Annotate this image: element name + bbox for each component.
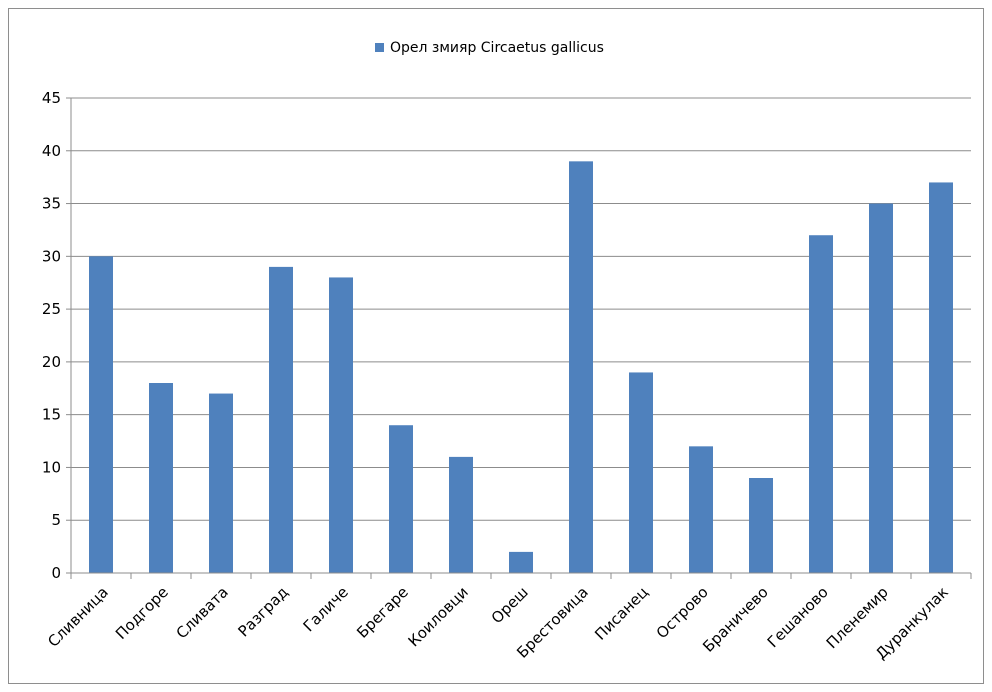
gridlines xyxy=(66,97,971,574)
bar xyxy=(329,277,353,573)
x-category-label: Гешаново xyxy=(764,583,832,651)
bar xyxy=(509,551,533,573)
bar xyxy=(209,393,233,573)
x-category-label: Разград xyxy=(234,583,291,640)
y-tick-label: 15 xyxy=(42,406,61,424)
bar xyxy=(569,161,593,574)
y-tick-label: 45 xyxy=(42,89,61,107)
legend-label: Орел змияр Circaetus gallicus xyxy=(390,40,604,56)
legend: Орел змияр Circaetus gallicus xyxy=(375,40,604,56)
x-category-label: Писанец xyxy=(591,583,652,644)
bar xyxy=(89,256,113,573)
y-tick-label: 40 xyxy=(42,142,61,160)
x-category-label: Галиче xyxy=(300,583,352,635)
x-category-label: Острово xyxy=(653,583,712,642)
x-category-label: Сливница xyxy=(44,583,112,651)
bar xyxy=(689,446,713,573)
bar xyxy=(929,182,953,573)
bar xyxy=(869,203,893,574)
y-tick-label: 0 xyxy=(51,564,61,582)
bar xyxy=(629,372,653,573)
bars xyxy=(89,161,953,574)
x-category-label: Брегаре xyxy=(353,583,412,642)
bar xyxy=(269,266,293,573)
x-category-labels: Сливница Подгоре Сливата Разград Галиче Брега… xyxy=(44,583,952,663)
x-category-label: Ореш xyxy=(488,583,532,627)
x-category-label: Подгоре xyxy=(112,583,172,643)
bar xyxy=(149,383,173,573)
bar xyxy=(809,235,833,573)
y-tick-label: 20 xyxy=(42,353,61,371)
x-category-label: Сливата xyxy=(173,583,232,642)
bar xyxy=(389,425,413,573)
x-category-label: Браничево xyxy=(699,583,772,656)
y-tick-label: 25 xyxy=(42,300,61,318)
bar xyxy=(749,478,773,573)
y-tick-label: 30 xyxy=(42,247,61,265)
bar-chart: Орел змияр Circaetus gallicus 0 5 10 15 20 25… xyxy=(42,40,972,663)
y-tick-label: 10 xyxy=(42,458,61,476)
y-tick-label: 35 xyxy=(42,195,61,213)
chart-frame: Орел змияр Circaetus gallicus 0 5 10 15 20 25… xyxy=(8,8,984,684)
x-category-label: Коиловци xyxy=(405,583,472,650)
y-tick-labels: 0 5 10 15 20 25 30 35 40 45 xyxy=(42,89,61,582)
axes xyxy=(70,98,972,579)
y-tick-label: 5 xyxy=(51,511,61,529)
bar xyxy=(449,456,473,573)
legend-swatch xyxy=(375,43,384,52)
